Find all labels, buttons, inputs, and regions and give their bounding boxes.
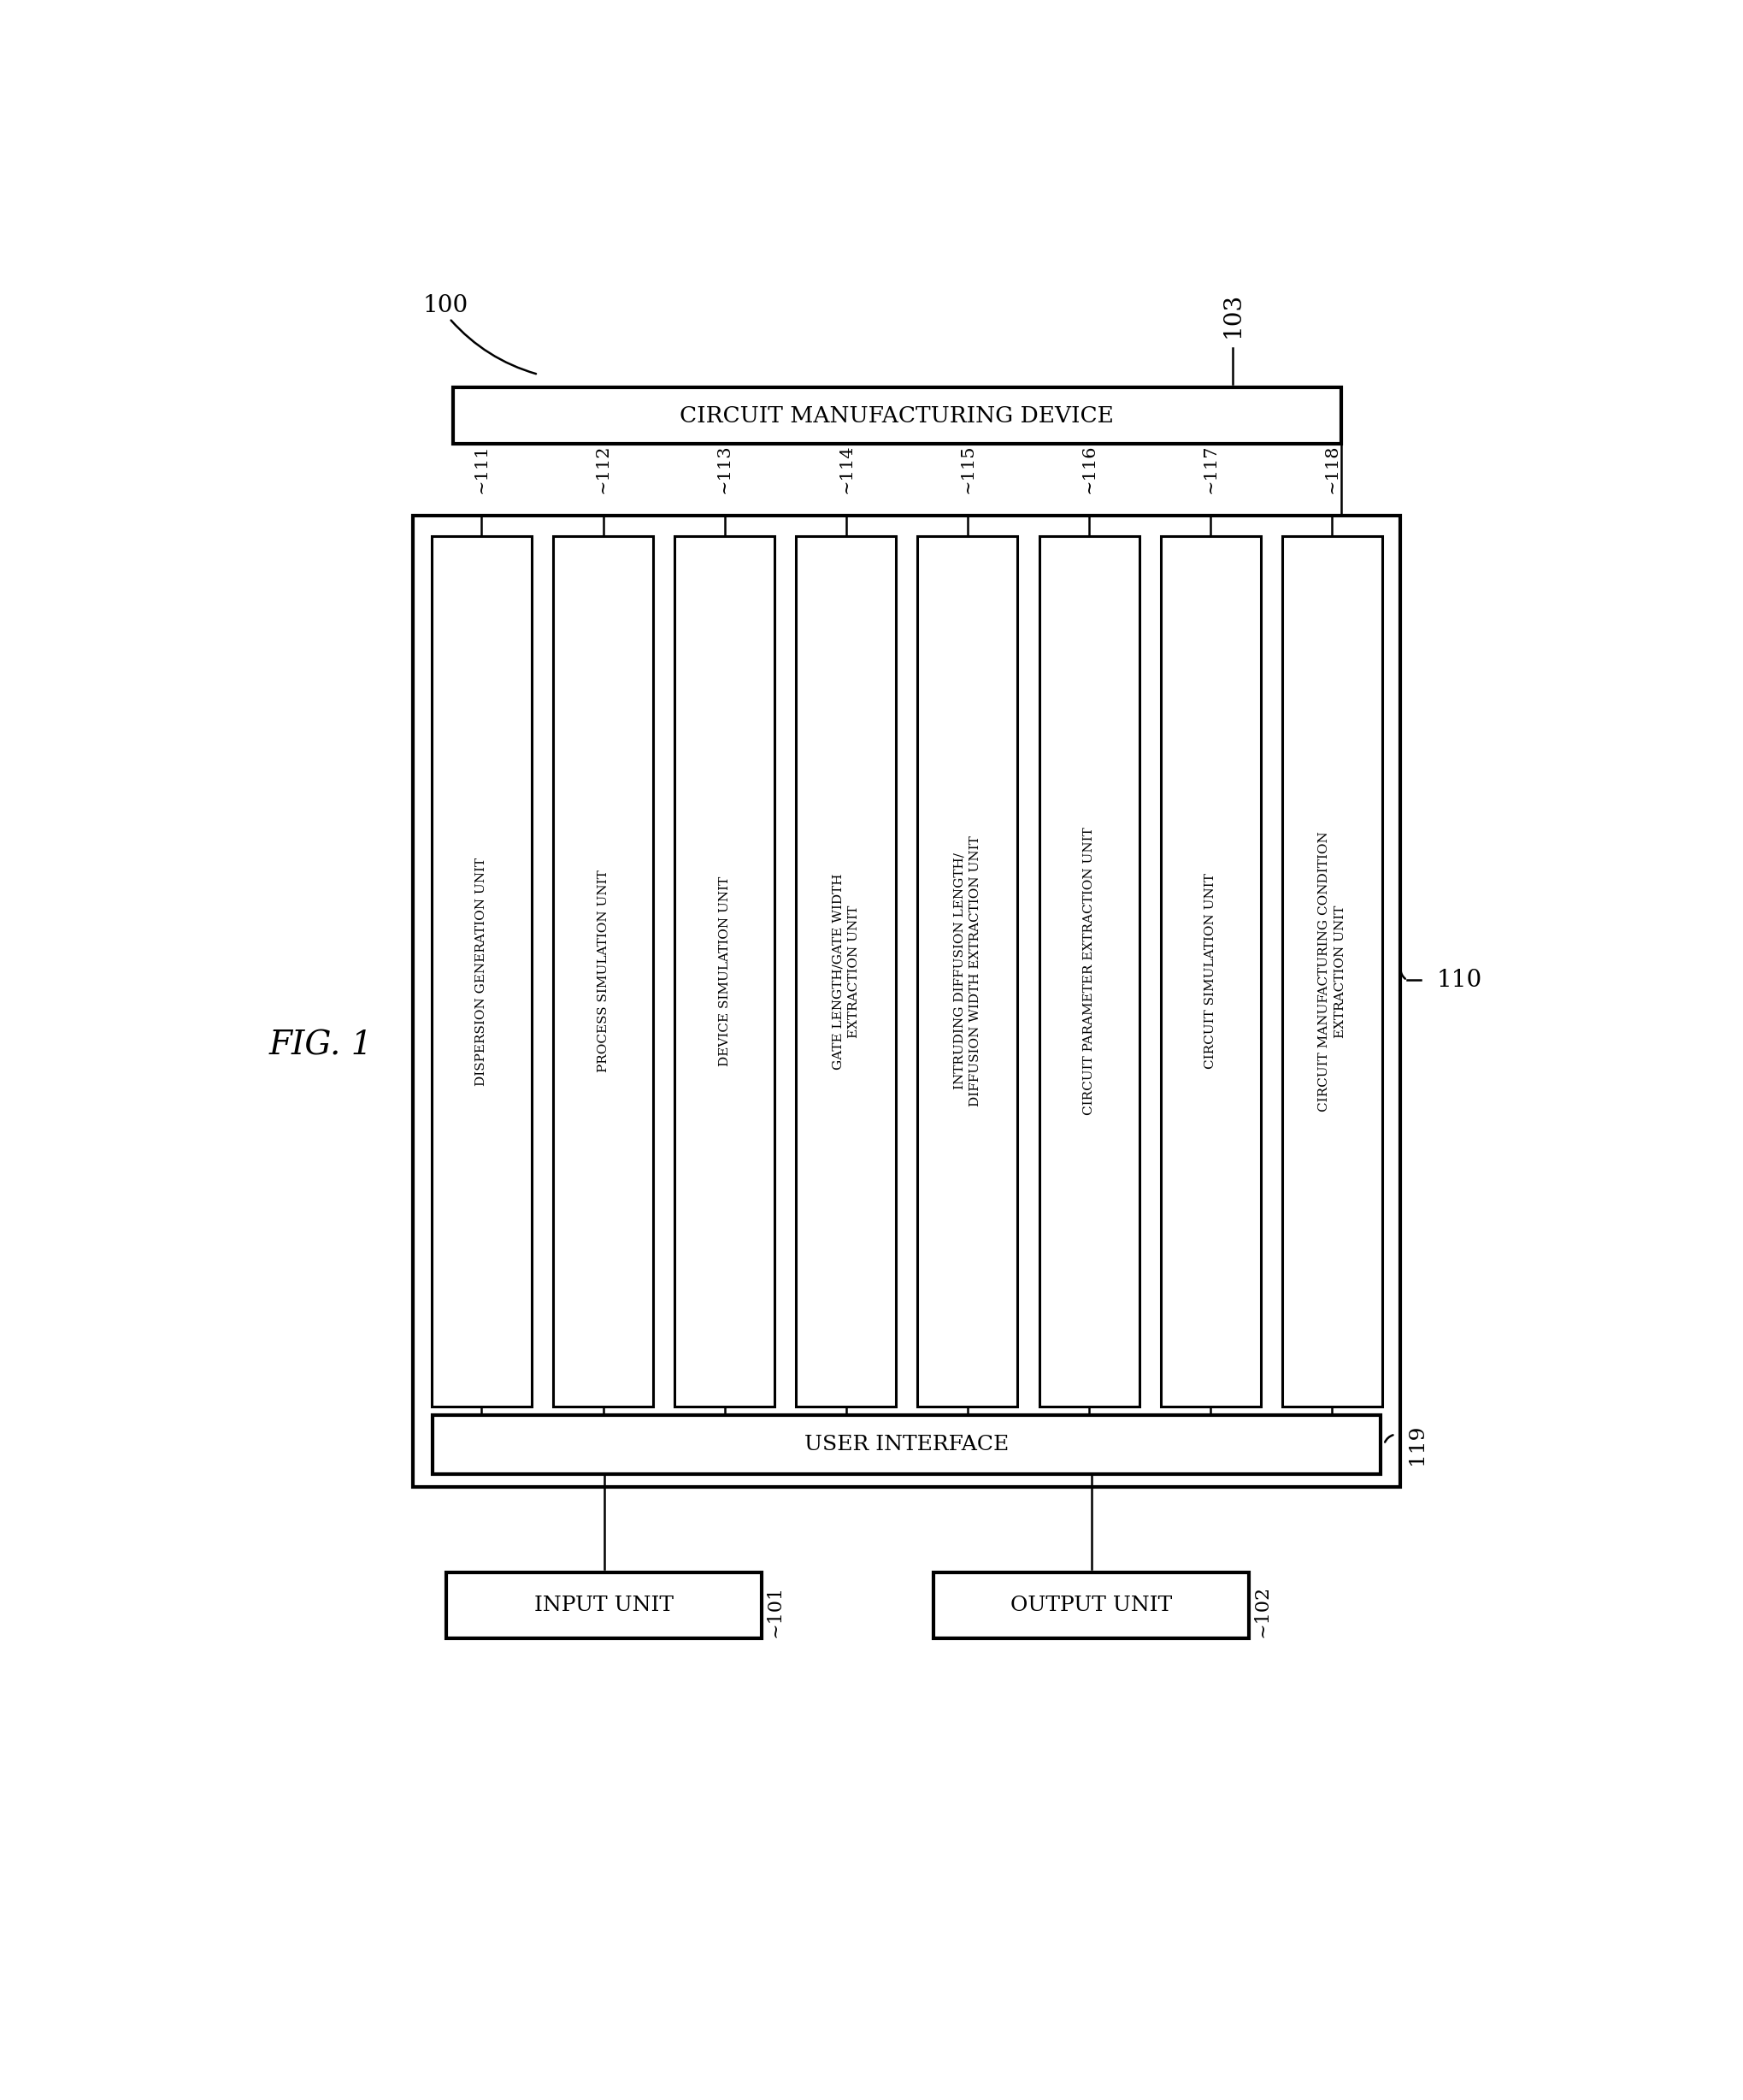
Bar <box>446 1573 762 1638</box>
Text: 119: 119 <box>1407 1424 1426 1464</box>
Text: ~114: ~114 <box>838 443 854 494</box>
Text: CIRCUIT PARAMETER EXTRACTION UNIT: CIRCUIT PARAMETER EXTRACTION UNIT <box>1082 827 1095 1115</box>
Text: INTRUDING DIFFUSION LENGTH/
DIFFUSION WIDTH EXTRACTION UNIT: INTRUDING DIFFUSION LENGTH/ DIFFUSION WI… <box>953 836 981 1107</box>
Text: ~113: ~113 <box>716 443 732 494</box>
Text: ~118: ~118 <box>1323 443 1340 494</box>
Bar <box>797 536 896 1407</box>
Text: CIRCUIT SIMULATION UNIT: CIRCUIT SIMULATION UNIT <box>1204 874 1217 1069</box>
Text: GATE LENGTH/GATE WIDTH
EXTRACTION UNIT: GATE LENGTH/GATE WIDTH EXTRACTION UNIT <box>831 874 859 1069</box>
Bar <box>432 536 532 1407</box>
Text: ~111: ~111 <box>474 443 490 494</box>
Bar <box>1161 536 1260 1407</box>
Bar <box>675 536 774 1407</box>
Bar <box>933 1573 1248 1638</box>
Text: 100: 100 <box>424 294 469 317</box>
Text: ~112: ~112 <box>594 443 612 494</box>
Text: OUTPUT UNIT: OUTPUT UNIT <box>1009 1596 1171 1615</box>
Text: ~101: ~101 <box>765 1586 784 1638</box>
Text: ~115: ~115 <box>959 443 976 494</box>
Bar <box>432 1415 1380 1474</box>
Bar <box>917 536 1018 1407</box>
Text: FIG. 1: FIG. 1 <box>268 1031 373 1063</box>
Bar <box>553 536 654 1407</box>
Text: 103: 103 <box>1220 292 1245 338</box>
Text: CIRCUIT MANUFACTURING DEVICE: CIRCUIT MANUFACTURING DEVICE <box>680 405 1114 426</box>
Text: PROCESS SIMULATION UNIT: PROCESS SIMULATION UNIT <box>596 869 608 1073</box>
Bar <box>1281 536 1382 1407</box>
Text: ~116: ~116 <box>1081 443 1096 494</box>
Text: ~102: ~102 <box>1251 1586 1271 1638</box>
Text: INPUT UNIT: INPUT UNIT <box>533 1596 673 1615</box>
Bar <box>453 389 1340 443</box>
Bar <box>413 517 1400 1487</box>
Text: USER INTERFACE: USER INTERFACE <box>804 1434 1009 1453</box>
Bar <box>1039 536 1138 1407</box>
Text: ~117: ~117 <box>1203 443 1218 494</box>
Text: 110: 110 <box>1436 968 1482 991</box>
Text: DISPERSION GENERATION UNIT: DISPERSION GENERATION UNIT <box>476 857 488 1086</box>
Text: DEVICE SIMULATION UNIT: DEVICE SIMULATION UNIT <box>718 876 730 1067</box>
Text: CIRCUIT MANUFACTURING CONDITION
EXTRACTION UNIT: CIRCUIT MANUFACTURING CONDITION EXTRACTI… <box>1318 832 1346 1111</box>
